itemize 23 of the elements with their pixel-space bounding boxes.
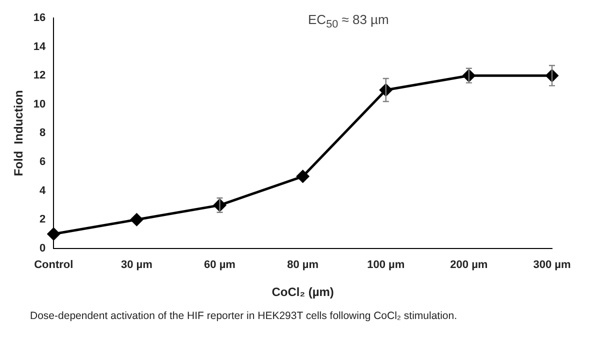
x-tick-label: Control bbox=[34, 259, 74, 272]
y-tick-label: 6 bbox=[40, 156, 46, 168]
y-tick-label: 0 bbox=[40, 242, 46, 254]
x-tick-label: 60 µm bbox=[204, 259, 236, 272]
annotation: EC$_{50}$ ≈ 83 µm bbox=[308, 12, 389, 31]
text: Dose-dependent activation of the HIF reporter in HEK293T cells following CoCl₂ stimulation. bbox=[30, 310, 458, 322]
y-tick-label: 12 bbox=[33, 70, 46, 82]
y-tick-label: 14 bbox=[33, 40, 47, 53]
x-tick-label: 200 µm bbox=[450, 259, 488, 272]
x-tick-label: 100 µm bbox=[367, 259, 405, 272]
y-tick-label: 4 bbox=[40, 184, 47, 197]
x-tick-label: 300 µm bbox=[533, 259, 571, 272]
point bbox=[296, 170, 310, 183]
y-tick-label: 8 bbox=[40, 127, 46, 140]
y-tick-label: 16 bbox=[33, 12, 46, 24]
x-axis-title: CoCl₂ (µm) bbox=[272, 285, 334, 300]
x-tick-label: 80 µm bbox=[287, 259, 319, 272]
y-axis-title: Fold Induction bbox=[12, 90, 26, 176]
y-tick-label: 2 bbox=[40, 214, 46, 226]
y-tick-label: 10 bbox=[33, 98, 46, 110]
x-tick-label: 30 µm bbox=[120, 259, 153, 272]
point bbox=[130, 213, 143, 226]
point bbox=[47, 228, 60, 240]
